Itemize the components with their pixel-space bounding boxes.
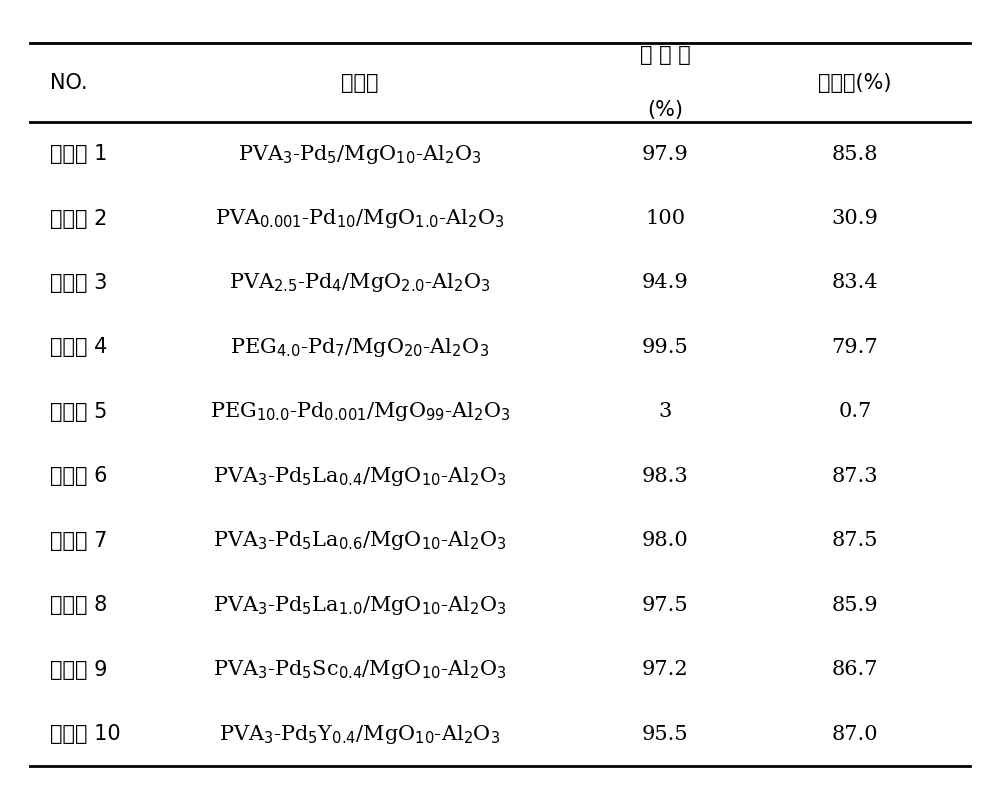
Text: 97.2: 97.2: [642, 660, 688, 679]
Text: 实施例 8: 实施例 8: [50, 595, 107, 615]
Text: 98.0: 98.0: [642, 531, 688, 550]
Text: 99.5: 99.5: [642, 338, 688, 357]
Text: 实施例 4: 实施例 4: [50, 337, 107, 358]
Text: 98.3: 98.3: [642, 467, 688, 486]
Text: 97.9: 97.9: [642, 145, 688, 163]
Text: 转 化 率: 转 化 率: [640, 45, 690, 65]
Text: 86.7: 86.7: [832, 660, 878, 679]
Text: 85.9: 85.9: [832, 596, 878, 615]
Text: PVA$_3$-Pd$_5$/MgO$_{10}$-Al$_2$O$_3$: PVA$_3$-Pd$_5$/MgO$_{10}$-Al$_2$O$_3$: [238, 142, 482, 166]
Text: 94.9: 94.9: [642, 274, 688, 292]
Text: 实施例 1: 实施例 1: [50, 144, 107, 164]
Text: 95.5: 95.5: [642, 725, 688, 744]
Text: 85.8: 85.8: [832, 145, 878, 163]
Text: 87.5: 87.5: [832, 531, 878, 550]
Text: 选择性(%): 选择性(%): [818, 72, 892, 93]
Text: 97.5: 97.5: [642, 596, 688, 615]
Text: PVA$_3$-Pd$_5$La$_{1.0}$/MgO$_{10}$-Al$_2$O$_3$: PVA$_3$-Pd$_5$La$_{1.0}$/MgO$_{10}$-Al$_…: [213, 593, 507, 617]
Text: 实施例 9: 实施例 9: [50, 659, 108, 680]
Text: PVA$_{2.5}$-Pd$_4$/MgO$_{2.0}$-Al$_2$O$_3$: PVA$_{2.5}$-Pd$_4$/MgO$_{2.0}$-Al$_2$O$_…: [229, 271, 491, 295]
Text: PEG$_{10.0}$-Pd$_{0.001}$/MgO$_{99}$-Al$_2$O$_3$: PEG$_{10.0}$-Pd$_{0.001}$/MgO$_{99}$-Al$…: [210, 400, 510, 424]
Text: 87.0: 87.0: [832, 725, 878, 744]
Text: 催化剂: 催化剂: [341, 72, 379, 93]
Text: 83.4: 83.4: [832, 274, 878, 292]
Text: 0.7: 0.7: [838, 402, 872, 421]
Text: PVA$_3$-Pd$_5$Y$_{0.4}$/MgO$_{10}$-Al$_2$O$_3$: PVA$_3$-Pd$_5$Y$_{0.4}$/MgO$_{10}$-Al$_2…: [219, 722, 501, 746]
Text: PVA$_3$-Pd$_5$La$_{0.4}$/MgO$_{10}$-Al$_2$O$_3$: PVA$_3$-Pd$_5$La$_{0.4}$/MgO$_{10}$-Al$_…: [213, 465, 507, 488]
Text: 实施例 6: 实施例 6: [50, 466, 108, 487]
Text: 100: 100: [645, 209, 685, 228]
Text: (%): (%): [647, 100, 683, 120]
Text: 3: 3: [658, 402, 672, 421]
Text: 实施例 3: 实施例 3: [50, 273, 107, 293]
Text: PVA$_3$-Pd$_5$La$_{0.6}$/MgO$_{10}$-Al$_2$O$_3$: PVA$_3$-Pd$_5$La$_{0.6}$/MgO$_{10}$-Al$_…: [213, 529, 507, 553]
Text: 实施例 2: 实施例 2: [50, 208, 107, 229]
Text: NO.: NO.: [50, 72, 88, 93]
Text: 79.7: 79.7: [832, 338, 878, 357]
Text: PVA$_{0.001}$-Pd$_{10}$/MgO$_{1.0}$-Al$_2$O$_3$: PVA$_{0.001}$-Pd$_{10}$/MgO$_{1.0}$-Al$_…: [215, 207, 505, 230]
Text: PEG$_{4.0}$-Pd$_7$/MgO$_{20}$-Al$_2$O$_3$: PEG$_{4.0}$-Pd$_7$/MgO$_{20}$-Al$_2$O$_3…: [230, 336, 490, 359]
Text: 实施例 10: 实施例 10: [50, 724, 121, 744]
Text: 30.9: 30.9: [832, 209, 878, 228]
Text: PVA$_3$-Pd$_5$Sc$_{0.4}$/MgO$_{10}$-Al$_2$O$_3$: PVA$_3$-Pd$_5$Sc$_{0.4}$/MgO$_{10}$-Al$_…: [213, 658, 507, 681]
Text: 实施例 5: 实施例 5: [50, 402, 107, 422]
Text: 实施例 7: 实施例 7: [50, 531, 107, 551]
Text: 87.3: 87.3: [832, 467, 878, 486]
